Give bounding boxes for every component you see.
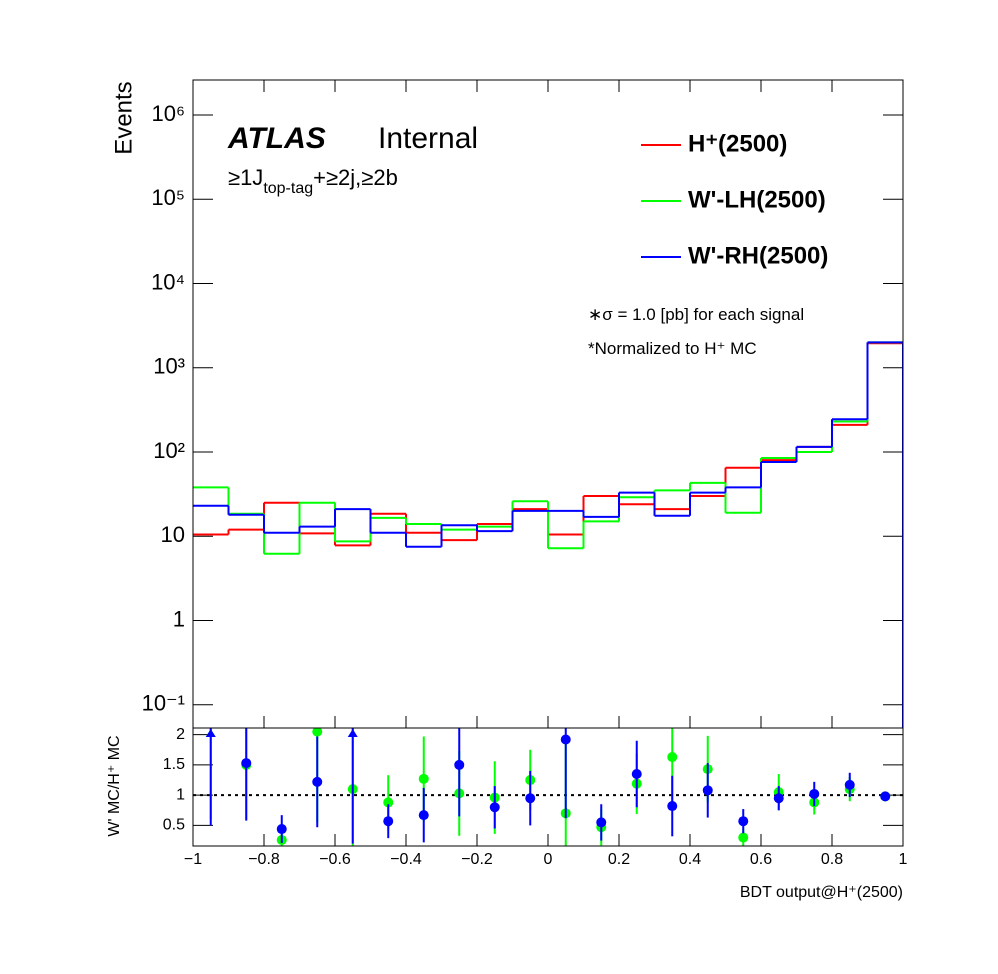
status-label: Internal: [378, 122, 478, 155]
x-tick-label: 0.6: [750, 851, 772, 868]
x-tick-label: 0.4: [679, 851, 701, 868]
frame: [192, 727, 904, 847]
x-tick-label: 1: [899, 851, 908, 868]
ratio-point: [702, 785, 713, 796]
ratio-point: [738, 832, 749, 843]
x-axis-title: BDT output@H⁺(2500): [740, 884, 903, 901]
ratio-point: [418, 773, 429, 784]
annotation: ∗σ = 1.0 [pb] for each signal: [588, 305, 804, 324]
offscale-arrow: [205, 729, 216, 737]
annotation: *Normalized to H⁺ MC: [588, 339, 757, 358]
y-tick-label: 1: [176, 786, 185, 803]
y-tick-label: 10: [161, 522, 185, 547]
y-tick-label: 10⁶: [151, 101, 185, 126]
ratio-point: [809, 788, 820, 799]
ratio-point: [880, 791, 891, 802]
y-tick-label: 10²: [153, 438, 185, 463]
y-tick-label: 1.5: [163, 756, 185, 773]
ratio-point: [489, 802, 500, 813]
legend-label: W'-LH(2500): [688, 186, 826, 213]
ratio-point: [312, 728, 323, 737]
ratio-point: [667, 752, 678, 763]
region-main: ≥1J: [228, 165, 263, 190]
ratio-point: [525, 793, 536, 804]
ratio-point: [454, 759, 465, 770]
ratio-point: [667, 801, 678, 812]
ratio-point: [560, 734, 571, 745]
ratio-point: [596, 817, 607, 828]
ratio-point: [773, 793, 784, 804]
ratio-point: [383, 816, 394, 827]
atlas-label: ATLAS: [227, 122, 326, 155]
ratio-point: [312, 776, 323, 787]
x-tick-label: 0: [544, 851, 553, 868]
x-tick-label: 0.8: [821, 851, 843, 868]
ratio-point: [418, 810, 429, 821]
x-tick-label: −1: [184, 851, 202, 868]
x-tick-label: −0.6: [319, 851, 351, 868]
y-tick-label: 10⁻¹: [142, 691, 185, 716]
x-tick-label: 0.2: [608, 851, 630, 868]
y-tick-label: 0.5: [163, 817, 185, 834]
y-tick-label: 10⁴: [151, 269, 185, 294]
ratio-points: [205, 728, 891, 846]
region-label: ≥1Jtop-tag+≥2j,≥2b: [228, 165, 398, 197]
region-sub: top-tag: [263, 180, 313, 197]
y-tick-label: 1: [173, 606, 185, 631]
region-rest: +≥2j,≥2b: [313, 165, 398, 190]
ratio-point: [383, 797, 394, 808]
y-tick-label: 10³: [153, 354, 185, 379]
x-tick-label: −0.4: [390, 851, 422, 868]
legend-label: W'-RH(2500): [688, 242, 828, 269]
ratio-point: [241, 758, 252, 769]
ratio-point: [276, 824, 287, 835]
y-tick-label: 10⁵: [151, 185, 185, 210]
ratio-point: [738, 816, 749, 827]
histograms: [193, 341, 903, 728]
x-tick-label: −0.8: [248, 851, 280, 868]
legend-label: H⁺(2500): [688, 130, 787, 157]
ratio-point: [844, 779, 855, 790]
ratio-axis-title: W' MC/H⁺ MC: [106, 735, 123, 836]
y-axis-title: Events: [110, 81, 137, 154]
x-tick-label: −0.2: [461, 851, 493, 868]
ratio-point: [631, 768, 642, 779]
offscale-arrow: [347, 729, 358, 737]
y-tick-label: 2: [176, 726, 185, 743]
